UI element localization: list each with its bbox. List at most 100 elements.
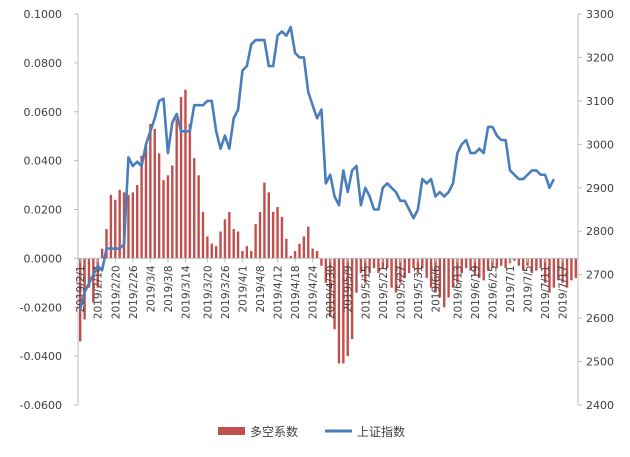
left-tick-label: -0.0200 xyxy=(20,301,62,314)
bar xyxy=(350,258,354,340)
left-tick-label: 0.0600 xyxy=(24,106,63,119)
bar xyxy=(83,258,86,320)
bar xyxy=(118,189,121,259)
bar xyxy=(311,248,314,259)
bar xyxy=(307,226,310,259)
x-tick-label: 2019/5/9 xyxy=(343,265,355,312)
left-tick-label: 0.0200 xyxy=(24,204,63,217)
x-tick-label: 2019/2/26 xyxy=(128,265,140,319)
bar xyxy=(219,231,222,259)
bar xyxy=(517,258,520,266)
x-tick-label: 2019/4/8 xyxy=(255,265,267,312)
left-y-axis: 0.1000 0.0800 0.0600 0.0400 0.0200 0.0000 -0.0… xyxy=(20,8,79,412)
bar xyxy=(166,175,170,259)
x-tick-label: 2019/2/1 xyxy=(75,265,87,312)
right-tick-label: 3200 xyxy=(586,51,614,64)
bar xyxy=(105,229,108,259)
bar xyxy=(364,258,367,283)
x-tick-label: 2019/6/19 xyxy=(470,265,482,319)
bar xyxy=(127,194,130,259)
bar xyxy=(530,258,534,274)
right-tick-label: 2600 xyxy=(586,312,614,325)
bar xyxy=(386,258,389,269)
bar xyxy=(416,258,420,274)
bar xyxy=(464,258,468,269)
bar xyxy=(346,258,349,357)
bar xyxy=(92,258,95,303)
legend-label-bar: 多空系数 xyxy=(250,424,298,439)
bar xyxy=(469,258,472,271)
bar xyxy=(289,255,292,259)
right-tick-label: 2900 xyxy=(586,182,614,195)
bar xyxy=(447,258,450,298)
bar xyxy=(201,211,205,259)
x-tick-label: 2019/6/6 xyxy=(430,265,442,312)
bar xyxy=(407,258,411,274)
x-tick-label: 2019/3/8 xyxy=(163,265,175,312)
bar xyxy=(162,180,165,259)
bar xyxy=(78,258,82,342)
right-y-axis: 3300 3200 3100 3000 2900 2800 2700 2600 2500 2400 xyxy=(577,8,614,412)
x-tick-label: 2019/3/20 xyxy=(202,265,214,319)
bar xyxy=(535,258,538,271)
right-tick-label: 3300 xyxy=(586,8,614,21)
bar xyxy=(543,258,547,283)
x-tick-label: 2019/4/12 xyxy=(273,265,285,319)
x-tick-label: 2019/4/1 xyxy=(237,265,249,312)
right-tick-label: 2400 xyxy=(586,399,614,412)
bar xyxy=(206,236,209,259)
bar xyxy=(241,251,244,259)
bar xyxy=(267,192,270,259)
bar xyxy=(328,258,332,318)
bar xyxy=(285,238,288,259)
bar xyxy=(333,258,336,330)
bar xyxy=(372,258,376,269)
bar xyxy=(548,258,551,293)
legend-swatch-bar xyxy=(218,427,245,435)
bar xyxy=(258,211,262,259)
bar xyxy=(232,229,235,259)
x-tick-label: 2019/3/26 xyxy=(220,265,232,319)
bar xyxy=(245,246,249,259)
bar xyxy=(500,258,503,266)
bar xyxy=(131,192,135,259)
x-tick-label: 2019/6/25 xyxy=(487,265,499,319)
left-tick-label: 0.0800 xyxy=(24,57,63,70)
bar xyxy=(179,97,183,259)
bar xyxy=(263,182,266,259)
bar xyxy=(456,258,459,283)
bar xyxy=(223,219,227,259)
x-tick-label: 2019/7/1 xyxy=(505,265,517,312)
bar xyxy=(228,211,231,259)
bar xyxy=(421,258,424,269)
bar xyxy=(140,155,143,259)
bar xyxy=(482,258,485,281)
bar xyxy=(403,258,406,278)
bar xyxy=(114,199,117,259)
right-tick-label: 2700 xyxy=(586,269,614,282)
bar xyxy=(425,258,428,278)
bar xyxy=(377,258,380,274)
x-tick-label: 2019/7/5 xyxy=(523,265,535,312)
bar xyxy=(193,158,196,259)
bar xyxy=(570,258,573,281)
bar xyxy=(210,243,213,259)
bar xyxy=(276,207,279,259)
left-tick-label: 0.0000 xyxy=(24,252,63,265)
bar xyxy=(96,258,99,288)
bar xyxy=(175,119,178,259)
bar xyxy=(478,258,481,278)
x-tick-label: 2019/4/30 xyxy=(325,265,337,319)
bar xyxy=(188,123,192,259)
x-tick-label: 2019/2/14 xyxy=(93,265,105,319)
bar xyxy=(293,251,297,259)
bar xyxy=(315,251,319,259)
bar xyxy=(434,258,437,293)
bar xyxy=(552,258,556,288)
bar xyxy=(513,258,516,261)
bar xyxy=(184,89,187,259)
bar xyxy=(451,258,455,288)
bar-series xyxy=(78,89,578,364)
right-tick-label: 2800 xyxy=(586,225,614,238)
bar xyxy=(157,153,161,259)
